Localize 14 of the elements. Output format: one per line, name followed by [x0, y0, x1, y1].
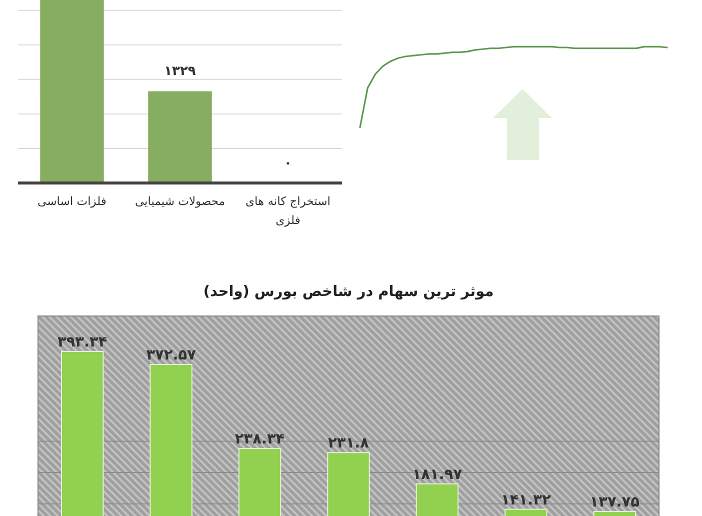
category-label: فلزی [276, 213, 300, 227]
data-label: ۱۸۱.۹۷ [412, 466, 462, 483]
data-label: ۲۳۱.۸ [328, 436, 369, 452]
data-label: ۱۳۲۹ [164, 64, 196, 80]
category-label: استخراج کانه های [246, 194, 330, 208]
data-label: ۳۹۳.۳۴ [57, 334, 108, 350]
title: موثر ترین سهام در شاخص بورس (واحد) [203, 284, 494, 300]
data-label: ۱۳۷.۷۵ [590, 494, 640, 511]
data-label: ۳۷۲.۵۷ [146, 348, 196, 364]
category-label: محصولات شیمیایی [134, 194, 226, 208]
data-label: ۱۴۱.۳۲ [501, 492, 551, 508]
data-label: ۰ [284, 156, 292, 171]
data-label: ۲۳۸.۳۴ [234, 432, 285, 448]
category-label: فلزات اساسی [38, 194, 106, 208]
